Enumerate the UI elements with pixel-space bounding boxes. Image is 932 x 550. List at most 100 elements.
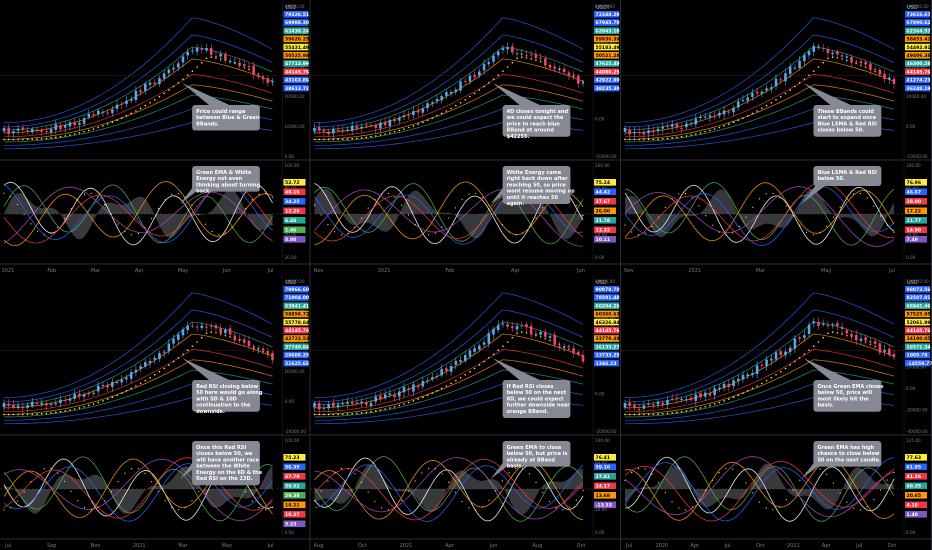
price-badge xyxy=(283,52,309,59)
ema-dot xyxy=(393,130,396,133)
ema-dot xyxy=(22,413,24,416)
candle xyxy=(741,374,745,380)
ema-dot xyxy=(502,70,504,72)
time-label: 2021 xyxy=(787,543,800,549)
ema-dot xyxy=(676,411,678,414)
candle xyxy=(257,348,260,350)
ema-dot xyxy=(365,136,368,139)
candle xyxy=(247,66,251,68)
price-badge-value: 57525.95 xyxy=(907,312,931,318)
ema-dot xyxy=(26,413,29,416)
ema-dot xyxy=(770,101,773,104)
candle xyxy=(656,128,660,132)
candle xyxy=(101,384,105,386)
candle xyxy=(153,82,157,85)
candle xyxy=(774,78,778,87)
oscillator-line xyxy=(624,456,895,522)
ema-dot xyxy=(440,387,443,390)
energy-dot xyxy=(765,507,767,509)
energy-dot xyxy=(387,509,389,511)
price-tick-label: 100000.00 xyxy=(906,4,929,9)
ema-dot xyxy=(798,357,801,359)
ema-dot xyxy=(827,332,829,335)
energy-dot xyxy=(130,234,133,236)
osc-badge xyxy=(905,236,927,243)
osc-badge-value: 10.11 xyxy=(596,237,611,243)
ema-dot xyxy=(69,134,71,136)
price-annotation: If Red RSI closes below 50 on the next 8D,… xyxy=(507,384,571,415)
oscillator-line xyxy=(624,186,895,246)
energy-dot xyxy=(10,507,12,509)
time-label: Jul xyxy=(724,543,731,549)
ema-dot xyxy=(676,136,678,139)
energy-dot xyxy=(265,509,267,511)
candle xyxy=(831,52,834,55)
candle xyxy=(755,91,759,94)
energy-dot xyxy=(434,232,436,234)
candle xyxy=(821,323,825,325)
candle xyxy=(572,348,575,354)
candle xyxy=(73,122,76,126)
price-badge-value: 50525.98 xyxy=(285,53,309,59)
energy-dot xyxy=(43,468,45,470)
price-badge xyxy=(594,327,619,334)
candle xyxy=(261,348,265,351)
bollinger-band-line xyxy=(625,58,895,134)
oscillator-line xyxy=(314,457,584,520)
energy-dot xyxy=(421,231,423,233)
bollinger-band-line xyxy=(625,333,895,409)
energy-dot xyxy=(184,506,186,509)
osc-badge xyxy=(594,454,616,461)
price-badge-value: 58858.72 xyxy=(285,312,309,318)
energy-dot xyxy=(758,198,761,200)
oscillator-line xyxy=(314,183,584,245)
energy-dot xyxy=(327,223,329,226)
ema-dot xyxy=(469,370,471,373)
time-label: Nov xyxy=(91,543,101,549)
candle xyxy=(167,69,171,74)
candle xyxy=(228,60,232,62)
osc-badge-value: 37.81 xyxy=(596,474,611,480)
energy-dot xyxy=(434,468,436,470)
candle xyxy=(336,129,340,131)
oscillator-line xyxy=(624,182,895,242)
candle xyxy=(793,338,797,349)
osc-badge-value: 24.17 xyxy=(596,484,611,490)
energy-dot xyxy=(177,192,180,194)
price-badge xyxy=(283,359,309,367)
osc-badge xyxy=(283,454,306,461)
ema-dot xyxy=(168,364,170,366)
osc-badge-value: 13.32 xyxy=(596,228,611,234)
ema-dot xyxy=(713,128,716,130)
energy-dot xyxy=(414,224,416,226)
energy-dot xyxy=(401,499,403,501)
energy-dot xyxy=(671,501,673,503)
bollinger-band-line xyxy=(4,34,273,128)
price-badge xyxy=(283,294,309,301)
ema-dot xyxy=(50,412,52,414)
osc-badge xyxy=(283,207,306,215)
price-badge-value: 44145.76 xyxy=(907,69,931,75)
energy-dot xyxy=(644,468,646,470)
energy-dot xyxy=(826,473,828,475)
ema-dot xyxy=(191,345,194,347)
ema-dot xyxy=(205,332,208,335)
candle xyxy=(68,122,72,127)
currency-label: USD xyxy=(907,5,918,11)
candle xyxy=(826,48,830,54)
ema-dot xyxy=(643,413,645,416)
price-badge xyxy=(594,11,619,18)
ema-dot xyxy=(694,408,697,410)
candle xyxy=(468,75,472,82)
osc-tick-label: 0.00 xyxy=(595,530,605,535)
bollinger-band-line xyxy=(314,58,584,134)
candle xyxy=(336,404,340,408)
candle xyxy=(346,402,349,404)
ema-dot xyxy=(323,413,325,416)
ema-dot xyxy=(341,138,344,141)
price-badge xyxy=(905,318,930,326)
osc-badge-value: 34.25 xyxy=(285,199,300,205)
oscillator-annotation: Blue LSMA & Red RSI below 50. xyxy=(817,170,877,182)
bollinger-band-line xyxy=(625,369,895,418)
energy-dot xyxy=(799,224,801,226)
